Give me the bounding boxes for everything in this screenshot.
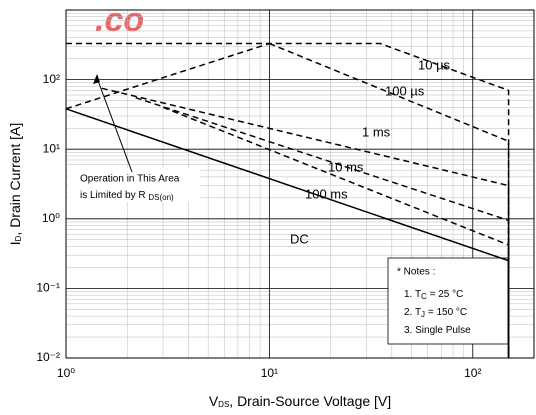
annotation: is Limited by R DS(on) xyxy=(80,190,174,202)
series-label: 10 µs xyxy=(418,57,451,72)
series-line xyxy=(65,42,510,358)
notes-box xyxy=(387,257,509,345)
note-sub: C xyxy=(421,292,427,301)
y-axis-label-main: I xyxy=(7,241,23,245)
note-sub: J xyxy=(421,310,425,319)
note-rest: = 150 °C xyxy=(425,307,467,318)
annotation-sub: DS(on) xyxy=(148,193,174,202)
y-axis-label-sub: D xyxy=(14,235,23,241)
x-axis-label-sub: DS xyxy=(218,400,229,409)
x-tick-label: 10¹ xyxy=(261,366,278,380)
y-axis-label-rest: , Drain Current [A] xyxy=(7,123,23,236)
y-tick-label: 10² xyxy=(43,72,60,86)
note-main: 1. T xyxy=(404,289,421,300)
note: 2. TJ = 150 °C xyxy=(404,307,467,319)
series-label: 100 µs xyxy=(385,83,425,98)
y-axis-label: ID, Drain Current [A] xyxy=(7,123,23,246)
arrow-head xyxy=(93,74,100,84)
annotation-main: is Limited by R xyxy=(80,190,148,201)
x-axis-label-rest: , Drain-Source Voltage [V] xyxy=(229,393,391,409)
series-label: 10 ms xyxy=(328,159,364,174)
series-label: 1 ms xyxy=(362,124,391,139)
note-rest: = 25 °C xyxy=(427,289,464,300)
note: 1. TC = 25 °C xyxy=(404,289,463,301)
y-tick-label: 10⁻¹ xyxy=(36,281,60,295)
series-label: DC xyxy=(290,231,309,246)
y-tick-label: 10⁰ xyxy=(42,211,60,225)
x-tick-label: 10² xyxy=(464,366,481,380)
note-main: 2. T xyxy=(404,307,421,318)
notes-title: * Notes : xyxy=(397,267,435,278)
plot-frame xyxy=(65,9,535,359)
note-main: 3. Single Pulse xyxy=(404,325,471,336)
x-axis-label: VDS, Drain-Source Voltage [V] xyxy=(209,393,391,409)
note: 3. Single Pulse xyxy=(404,325,471,336)
y-tick-label: 10¹ xyxy=(43,141,60,155)
series-line xyxy=(162,106,510,358)
arrow xyxy=(96,77,133,173)
x-axis-label-main: V xyxy=(209,393,219,409)
series-line xyxy=(65,108,510,358)
y-tick-label: 10⁻² xyxy=(36,350,60,364)
x-tick-label: 10⁰ xyxy=(57,366,75,380)
series-label: 100 ms xyxy=(305,186,348,201)
annotation: Operation in This Area xyxy=(80,174,180,185)
annotation-box xyxy=(68,168,200,202)
watermark: .co xyxy=(95,1,144,39)
